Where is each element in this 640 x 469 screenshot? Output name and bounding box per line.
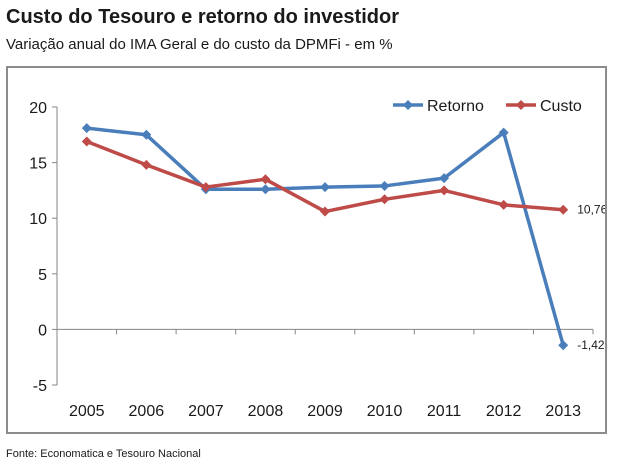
chart-frame: 20 15 10 5 0 -5 2005 2006 2007 2008 2009 2010 2011 20… <box>6 66 608 434</box>
data-point-custo <box>200 182 211 193</box>
data-point-retorno <box>439 173 450 184</box>
source-note: Fonte: Economatica e Tesouro Nacional <box>6 448 201 460</box>
x-tick-label: 2006 <box>129 403 165 420</box>
data-point-custo <box>379 194 390 205</box>
data-point-custo <box>141 159 152 170</box>
data-point-retorno <box>498 127 509 138</box>
x-tick-label: 2013 <box>545 403 581 420</box>
series-line-retorno <box>86 126 565 346</box>
y-tick-label: 20 <box>29 100 47 117</box>
x-tick-label: 2009 <box>307 403 343 420</box>
legend-label-retorno: Retorno <box>427 98 484 115</box>
x-tick-label: 2007 <box>188 403 224 420</box>
y-tick-label: -5 <box>33 378 47 395</box>
y-tick-label: 15 <box>29 156 47 173</box>
data-point-custo <box>320 206 330 217</box>
legend-marker-custo <box>516 100 526 110</box>
data-point-retorno <box>379 180 390 191</box>
data-point-retorno <box>81 123 92 134</box>
data-point-custo <box>498 199 509 210</box>
legend-label-custo: Custo <box>540 98 582 115</box>
data-point-custo <box>81 136 92 147</box>
line-chart: 20 15 10 5 0 -5 2005 2006 2007 2008 2009 2010 2011 20… <box>29 98 607 420</box>
data-point-retorno <box>141 129 152 140</box>
x-tick-label: 2010 <box>367 403 403 420</box>
data-point-custo <box>439 185 450 196</box>
x-tick-label: 2011 <box>427 403 462 420</box>
chart-subtitle: Variação anual do IMA Geral e do custo d… <box>6 36 393 53</box>
chart-title: Custo do Tesouro e retorno do investidor <box>6 6 399 28</box>
data-label-custo: 10,76 <box>577 203 605 217</box>
data-point-retorno <box>260 184 271 195</box>
data-point-retorno <box>558 340 569 351</box>
x-tick-label: 2012 <box>486 403 522 420</box>
y-tick-label: 5 <box>38 267 47 284</box>
series-line-custo <box>86 139 564 214</box>
data-point-custo <box>558 204 569 215</box>
data-point-custo <box>260 174 271 185</box>
x-tick-label: 2008 <box>248 403 284 420</box>
y-tick-label: 0 <box>38 322 47 339</box>
data-point-retorno <box>320 182 330 193</box>
x-tick-label: 2005 <box>69 403 105 420</box>
data-label-retorno: -1,42 <box>577 338 605 352</box>
legend-marker-retorno <box>403 100 413 110</box>
y-tick-label: 10 <box>29 211 47 228</box>
